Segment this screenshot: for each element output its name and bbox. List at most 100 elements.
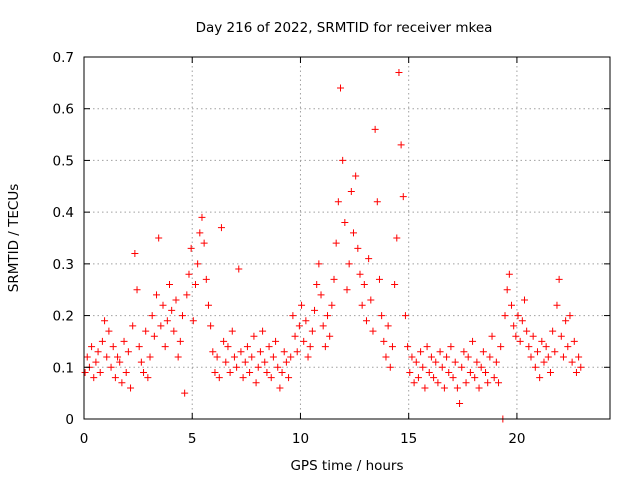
data-point (475, 384, 483, 392)
data-point (354, 244, 362, 252)
data-point (505, 270, 513, 278)
data-point (488, 332, 496, 340)
data-point (92, 358, 100, 366)
data-point (352, 172, 360, 180)
data-point (462, 379, 470, 387)
y-tick-label: 0.6 (53, 102, 74, 118)
data-point (259, 327, 267, 335)
data-point (207, 322, 215, 330)
data-point (417, 348, 425, 356)
data-point (356, 270, 364, 278)
data-point (447, 343, 455, 351)
data-point (328, 301, 336, 309)
data-point (176, 337, 184, 345)
data-point (88, 343, 96, 351)
data-point (572, 368, 580, 376)
data-point (248, 353, 256, 361)
data-point (520, 296, 528, 304)
data-point (90, 374, 98, 382)
data-point (412, 358, 420, 366)
axis-ticks: 0 0.1 0.2 0.3 0.4 0.5 0.6 0.7 0 5 10 15 20 (53, 50, 610, 447)
data-point (460, 348, 468, 356)
data-point (159, 301, 167, 309)
data-point (295, 322, 303, 330)
data-point (155, 234, 163, 242)
data-point (111, 374, 119, 382)
data-point (326, 332, 334, 340)
data-point (473, 358, 481, 366)
data-point (239, 374, 247, 382)
x-tick-label: 5 (188, 431, 197, 447)
data-point (343, 286, 351, 294)
data-point (300, 337, 308, 345)
data-point (568, 358, 576, 366)
data-point (246, 368, 254, 376)
data-point (564, 343, 572, 351)
data-point (148, 312, 156, 320)
data-point (421, 384, 429, 392)
data-point (170, 327, 178, 335)
data-point (518, 317, 526, 325)
data-point (378, 312, 386, 320)
data-point (546, 368, 554, 376)
data-point (150, 332, 158, 340)
data-point (213, 353, 221, 361)
data-point (200, 239, 208, 247)
data-point (555, 275, 563, 283)
data-point (146, 353, 154, 361)
data-point (211, 368, 219, 376)
data-point (570, 337, 578, 345)
data-point (267, 374, 275, 382)
data-point (183, 291, 191, 299)
data-point (140, 368, 148, 376)
data-point (278, 368, 286, 376)
data-point (137, 358, 145, 366)
data-point (233, 363, 241, 371)
data-point (523, 327, 531, 335)
data-point (313, 281, 321, 289)
data-point (142, 327, 150, 335)
data-point (427, 353, 435, 361)
data-point (490, 374, 498, 382)
data-point (438, 363, 446, 371)
data-point (384, 322, 392, 330)
data-point (220, 337, 228, 345)
data-point (345, 260, 353, 268)
x-tick-label: 20 (508, 431, 525, 447)
data-point (382, 353, 390, 361)
data-point (196, 229, 204, 237)
data-point (531, 363, 539, 371)
data-point (456, 399, 464, 407)
data-point (304, 353, 312, 361)
data-point (367, 296, 375, 304)
data-point (261, 358, 269, 366)
data-point (131, 250, 139, 258)
data-point (497, 343, 505, 351)
y-tick-label: 0 (65, 412, 74, 428)
data-point (542, 343, 550, 351)
grid-lines (84, 57, 610, 419)
data-point (135, 343, 143, 351)
y-tick-label: 0.7 (53, 50, 74, 66)
data-point (291, 332, 299, 340)
data-point (163, 317, 171, 325)
data-point (399, 193, 407, 201)
data-point (397, 141, 405, 149)
data-point (226, 368, 234, 376)
data-point (410, 379, 418, 387)
data-point (414, 374, 422, 382)
data-point (430, 374, 438, 382)
data-point (181, 389, 189, 397)
data-point (362, 317, 370, 325)
y-tick-label: 0.5 (53, 153, 74, 169)
data-point (276, 384, 284, 392)
data-point (533, 348, 541, 356)
data-point (172, 296, 180, 304)
x-axis-label: GPS time / hours (290, 458, 403, 474)
data-point (469, 337, 477, 345)
data-point (395, 69, 403, 77)
data-point (484, 379, 492, 387)
data-point (189, 317, 197, 325)
data-point (133, 286, 141, 294)
data-point (217, 224, 225, 232)
